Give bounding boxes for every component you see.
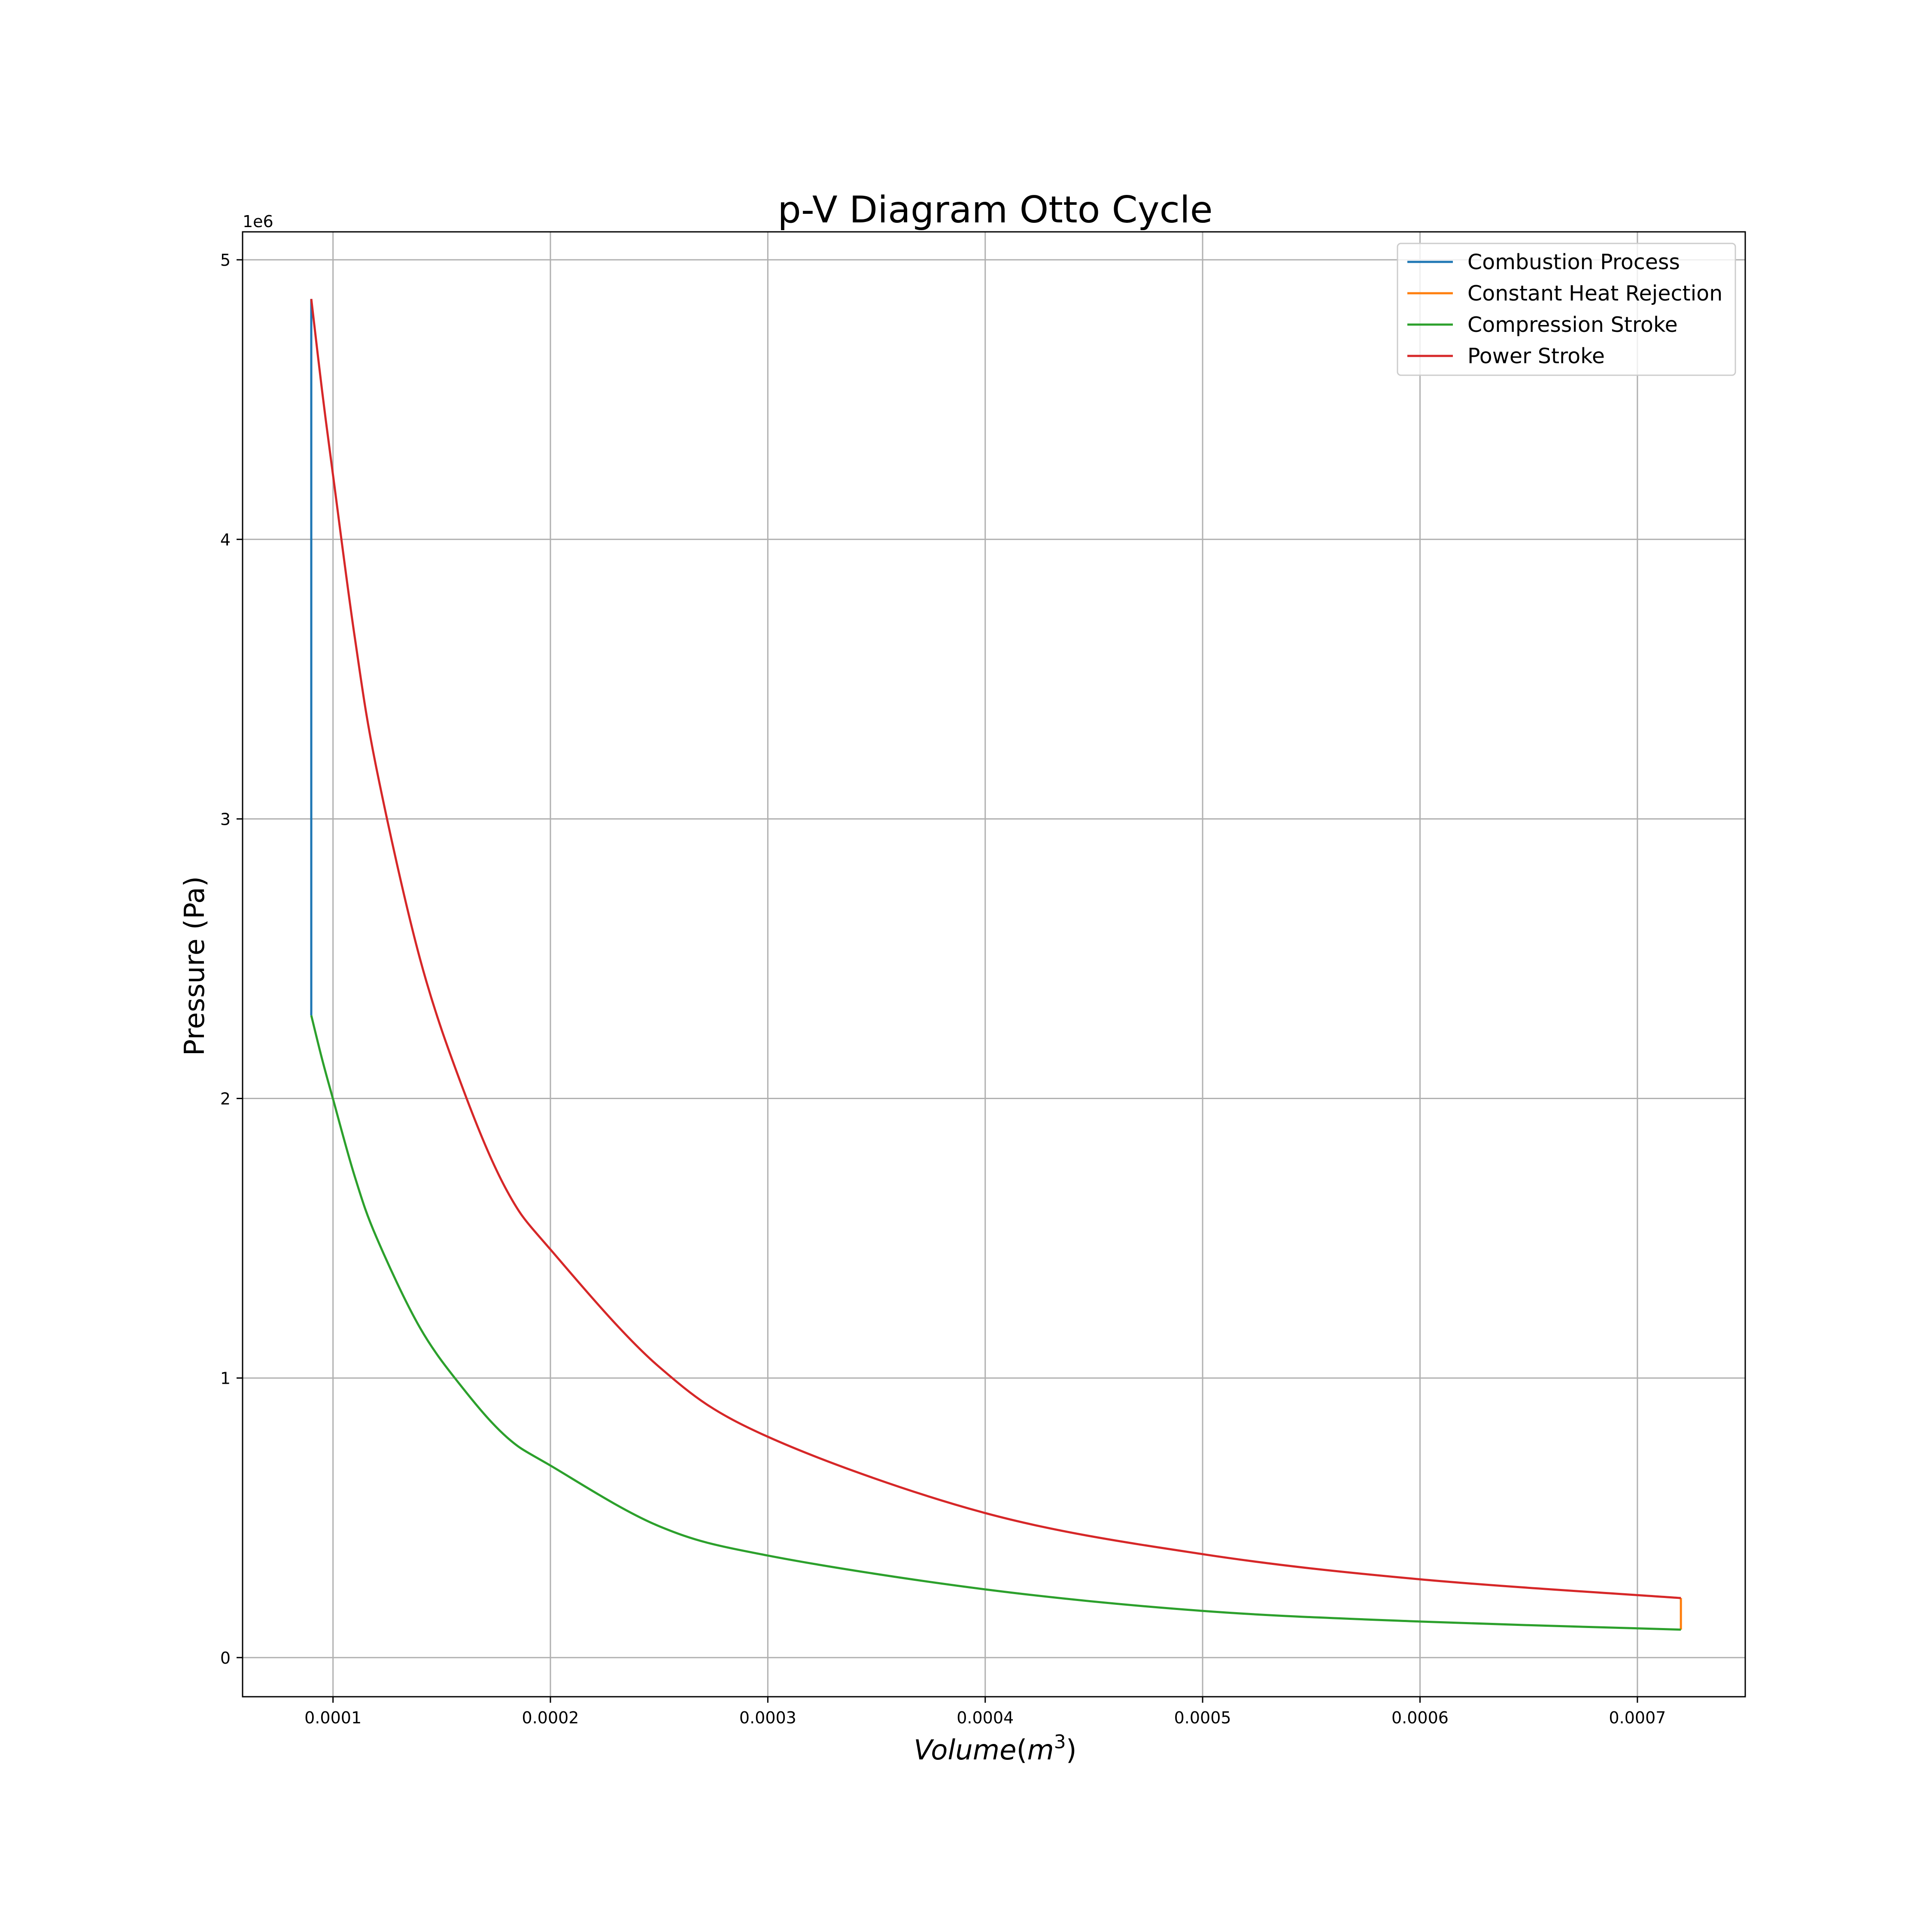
series-lines xyxy=(310,298,1682,1631)
grid xyxy=(243,232,1745,1697)
legend-items: Combustion Process Constant Heat Rejectio… xyxy=(1407,250,1722,368)
x-axis-title: Volume(m3) xyxy=(914,1731,1077,1766)
x-axis-title-paren-open: ( xyxy=(1016,1735,1027,1766)
x-axis-title-paren-close: ) xyxy=(1066,1735,1077,1766)
y-axis-title: Pressure (Pa) xyxy=(179,876,211,1056)
y-tick-label: 1 xyxy=(220,1369,231,1388)
series-line-compression-stroke xyxy=(310,1015,1681,1631)
x-axis-title-name: Volume xyxy=(914,1735,1016,1766)
legend-box xyxy=(1397,243,1736,376)
y-tick-label: 2 xyxy=(220,1090,231,1109)
y-tick-label: 5 xyxy=(220,251,231,270)
y-axis-offset-label: 1e6 xyxy=(243,212,273,231)
x-axis-title-unit: m xyxy=(1027,1735,1054,1766)
x-tick-label: 0.0007 xyxy=(1609,1708,1666,1727)
series-line-power-stroke xyxy=(310,298,1681,1599)
x-tick-label: 0.0003 xyxy=(739,1708,796,1727)
x-tick-label: 0.0001 xyxy=(304,1708,361,1727)
legend: Combustion Process Constant Heat Rejectio… xyxy=(1397,243,1736,376)
legend-label-power-stroke: Power Stroke xyxy=(1467,344,1605,368)
chart-title: p-V Diagram Otto Cycle xyxy=(778,188,1212,231)
y-tick-label: 4 xyxy=(220,530,231,549)
x-tick-label: 0.0005 xyxy=(1174,1708,1231,1727)
x-tick-label: 0.0002 xyxy=(522,1708,579,1727)
legend-label-constant-heat-rejection: Constant Heat Rejection xyxy=(1467,281,1722,306)
axis-ticks: 0.0001 0.0002 0.0003 0.0004 0.0005 0.0006 0.00… xyxy=(220,251,1666,1727)
legend-label-combustion-process: Combustion Process xyxy=(1467,250,1680,274)
x-tick-label: 0.0004 xyxy=(957,1708,1014,1727)
legend-label-compression-stroke: Compression Stroke xyxy=(1467,313,1678,337)
y-tick-label: 3 xyxy=(220,810,231,829)
x-tick-label: 0.0006 xyxy=(1391,1708,1449,1727)
x-axis-title-unit-exponent: 3 xyxy=(1054,1731,1066,1753)
plot-frame xyxy=(242,231,1746,1698)
y-tick-label: 0 xyxy=(220,1649,231,1668)
